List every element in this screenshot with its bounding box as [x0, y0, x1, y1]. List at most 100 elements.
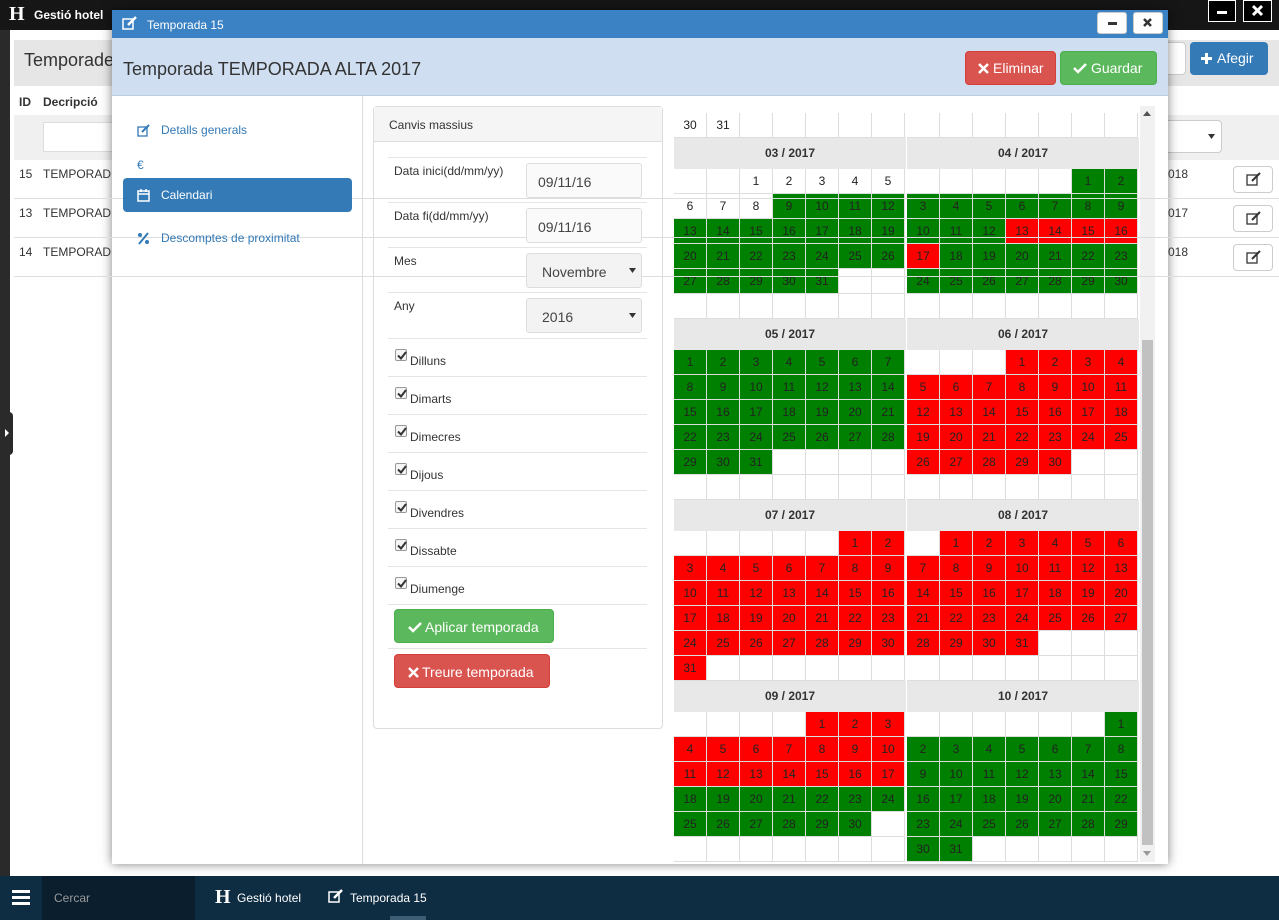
minimize-button[interactable]	[1208, 0, 1236, 22]
day-cell[interactable]: 24	[740, 425, 773, 450]
menu-button[interactable]	[0, 876, 42, 920]
day-cell[interactable]: 22	[740, 244, 773, 269]
day-cell[interactable]: 26	[806, 425, 839, 450]
day-cell[interactable]: 9	[839, 737, 872, 762]
day-cell[interactable]: 16	[1105, 219, 1138, 244]
day-cell[interactable]: 12	[806, 375, 839, 400]
day-cell[interactable]: 19	[973, 244, 1006, 269]
day-cell[interactable]: 17	[1006, 581, 1039, 606]
day-cell[interactable]: 8	[839, 556, 872, 581]
filter-input[interactable]	[43, 122, 123, 152]
day-cell[interactable]: 6	[940, 375, 973, 400]
day-cell[interactable]: 19	[806, 400, 839, 425]
day-cell[interactable]: 31	[740, 450, 773, 475]
day-cell[interactable]: 16	[872, 581, 905, 606]
day-cell[interactable]: 22	[1105, 787, 1138, 812]
day-cell[interactable]: 17	[1072, 400, 1105, 425]
day-cell[interactable]: 15	[674, 400, 707, 425]
day-cell[interactable]: 20	[773, 606, 806, 631]
day-cell[interactable]: 22	[1072, 244, 1105, 269]
day-cell[interactable]: 1	[1105, 712, 1138, 737]
day-cell[interactable]: 15	[839, 581, 872, 606]
day-cell[interactable]: 26	[740, 631, 773, 656]
text-input[interactable]: 09/11/16	[526, 163, 642, 198]
day-cell[interactable]: 3	[1006, 531, 1039, 556]
day-cell[interactable]: 18	[1105, 400, 1138, 425]
day-cell[interactable]: 2	[1105, 169, 1138, 194]
day-cell[interactable]: 5	[707, 737, 740, 762]
day-cell[interactable]: 30	[839, 812, 872, 837]
day-cell[interactable]: 15	[740, 219, 773, 244]
day-cell[interactable]: 30	[872, 631, 905, 656]
day-cell[interactable]: 1	[940, 531, 973, 556]
row-edit-button[interactable]	[1233, 205, 1273, 232]
day-cell[interactable]: 10	[940, 762, 973, 787]
day-cell[interactable]: 1	[1072, 169, 1105, 194]
day-cell[interactable]: 26	[973, 269, 1006, 294]
day-cell[interactable]: 18	[839, 219, 872, 244]
day-cell[interactable]: 29	[839, 631, 872, 656]
day-cell[interactable]: 2	[872, 531, 905, 556]
checkbox[interactable]	[395, 349, 407, 361]
day-cell[interactable]: 7	[872, 350, 905, 375]
day-cell[interactable]: 24	[940, 812, 973, 837]
day-cell[interactable]: 20	[1006, 244, 1039, 269]
day-cell[interactable]: 24	[872, 787, 905, 812]
day-cell[interactable]: 3	[872, 712, 905, 737]
day-cell[interactable]: 30	[907, 837, 940, 862]
day-cell[interactable]: 23	[839, 787, 872, 812]
day-cell[interactable]: 2	[773, 169, 806, 194]
checkbox[interactable]	[395, 577, 407, 589]
day-cell[interactable]: 25	[839, 244, 872, 269]
delete-button[interactable]: Eliminar	[965, 51, 1056, 85]
day-cell[interactable]: 13	[740, 762, 773, 787]
day-cell[interactable]: 26	[707, 812, 740, 837]
side-toggle[interactable]	[0, 412, 13, 455]
row-edit-button[interactable]	[1233, 166, 1273, 193]
day-cell[interactable]: 3	[674, 556, 707, 581]
nav-item[interactable]: Descomptes de proximitat	[123, 221, 352, 255]
day-cell[interactable]: 25	[773, 425, 806, 450]
day-cell[interactable]: 28	[1072, 812, 1105, 837]
day-cell[interactable]: 28	[872, 425, 905, 450]
day-cell[interactable]: 13	[1039, 762, 1072, 787]
day-cell[interactable]: 5	[907, 375, 940, 400]
day-cell[interactable]: 19	[1072, 581, 1105, 606]
day-cell[interactable]: 21	[773, 787, 806, 812]
day-cell[interactable]: 31	[707, 113, 740, 138]
day-cell[interactable]: 25	[1039, 606, 1072, 631]
add-button[interactable]: Afegir	[1190, 42, 1268, 75]
day-cell[interactable]: 1	[806, 712, 839, 737]
day-cell[interactable]: 19	[707, 787, 740, 812]
modal-close[interactable]	[1133, 12, 1163, 34]
scroll-down[interactable]	[1143, 851, 1152, 857]
day-cell[interactable]: 11	[707, 581, 740, 606]
day-cell[interactable]: 18	[1039, 581, 1072, 606]
day-cell[interactable]: 13	[940, 400, 973, 425]
save-button[interactable]: Guardar	[1060, 51, 1157, 85]
day-cell[interactable]: 14	[973, 400, 1006, 425]
day-cell[interactable]: 21	[1039, 244, 1072, 269]
day-cell[interactable]: 13	[839, 375, 872, 400]
day-cell[interactable]: 15	[1006, 400, 1039, 425]
modal-minimize[interactable]	[1097, 12, 1127, 34]
day-cell[interactable]: 2	[839, 712, 872, 737]
day-cell[interactable]: 27	[674, 269, 707, 294]
day-cell[interactable]: 6	[740, 737, 773, 762]
day-cell[interactable]: 16	[907, 787, 940, 812]
day-cell[interactable]: 10	[740, 375, 773, 400]
day-cell[interactable]: 30	[973, 631, 1006, 656]
day-cell[interactable]: 29	[740, 269, 773, 294]
day-cell[interactable]: 26	[1072, 606, 1105, 631]
day-cell[interactable]: 17	[872, 762, 905, 787]
day-cell[interactable]: 24	[1072, 425, 1105, 450]
day-cell[interactable]: 11	[973, 762, 1006, 787]
day-cell[interactable]: 13	[773, 581, 806, 606]
day-cell[interactable]: 27	[940, 450, 973, 475]
day-cell[interactable]: 30	[1039, 450, 1072, 475]
day-cell[interactable]: 31	[806, 269, 839, 294]
day-cell[interactable]: 29	[806, 812, 839, 837]
day-cell[interactable]: 4	[1039, 531, 1072, 556]
day-cell[interactable]: 16	[973, 581, 1006, 606]
nav-item[interactable]: €	[123, 148, 352, 182]
